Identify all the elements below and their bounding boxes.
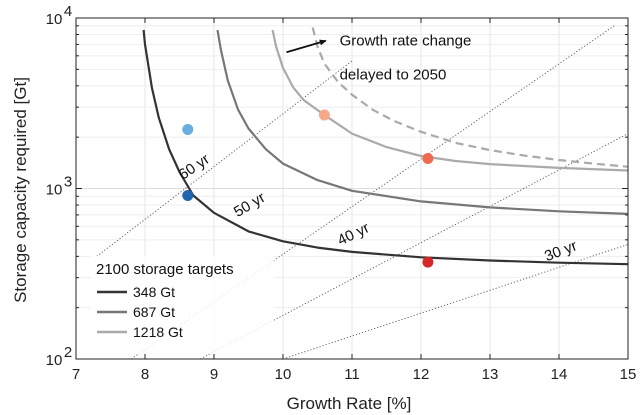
annotation-arrow [286,39,327,54]
isoline [96,60,353,257]
x-tick-label: 10 [275,366,292,383]
series-line [142,29,628,266]
x-tick-label: 13 [482,366,499,383]
annotation-line: delayed to 2050 [340,67,447,84]
y-tick-exponent: 2 [64,344,72,361]
series-line [311,27,628,168]
legend-title: 2100 storage targets [96,261,234,278]
y-tick-exponent: 3 [64,174,72,191]
x-tick-label: 11 [344,366,360,383]
y-axis-title: Storage capacity required [Gt] [11,77,30,303]
x-tick-label: 7 [72,366,80,383]
data-point [182,123,194,135]
x-tick-label: 12 [413,366,430,383]
legend-label: 1218 Gt [133,324,183,340]
x-tick-label: 9 [210,366,218,383]
y-tick-label: 10 [46,182,63,199]
data-point [422,152,434,164]
series-line [216,29,628,215]
x-tick-label: 8 [141,366,149,383]
data-point [422,256,434,268]
x-tick-label: 15 [620,366,637,383]
legend-background [90,256,274,354]
y-tick-exponent: 4 [64,3,72,20]
annotation-line: Growth rate change [340,32,472,49]
y-tick-label: 10 [46,352,63,369]
legend: 2100 storage targets 348 Gt 687 Gt 1218 Gt [90,256,274,354]
series-line [271,29,628,172]
legend-label: 687 Gt [133,304,175,320]
y-tick-label: 10 [46,11,63,28]
data-point [318,109,330,121]
x-tick-label: 14 [551,366,568,383]
data-point [182,189,194,201]
legend-label: 348 Gt [133,284,175,300]
x-axis-title: Growth Rate [%] [287,394,412,413]
